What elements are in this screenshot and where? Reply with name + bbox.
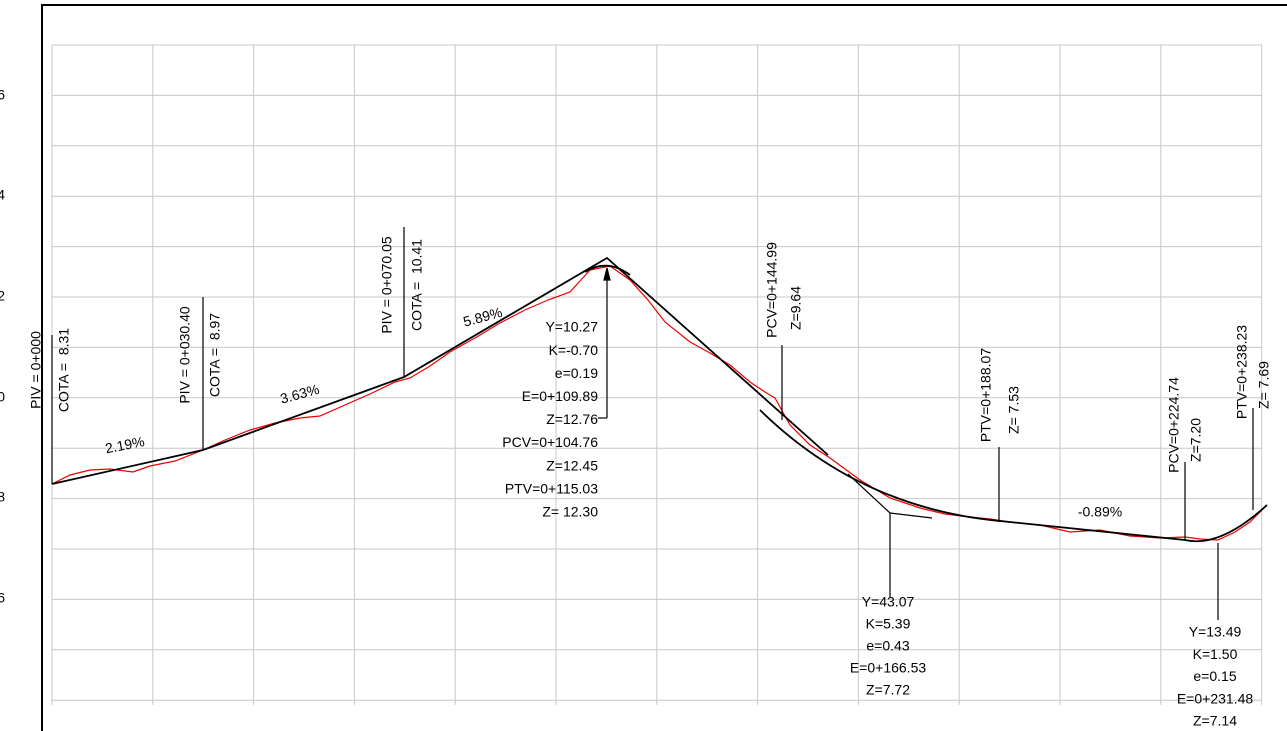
- axis-label: 4: [0, 187, 5, 203]
- axis-label: 6: [0, 87, 5, 103]
- crest-curve: [584, 264, 631, 276]
- curve-label: e=0.15: [1193, 668, 1236, 684]
- ground-line: [51, 265, 1268, 541]
- curve-label: Z=12.76: [546, 411, 598, 427]
- point-label: Z= 7.69: [1256, 361, 1272, 409]
- grid: [51, 44, 1263, 705]
- curve-label: Y=10.27: [545, 319, 598, 335]
- axis-label: 6: [0, 590, 5, 606]
- slope-label: -0.89%: [1078, 504, 1122, 520]
- point-label: PCV=0+224.74: [1166, 377, 1182, 473]
- point-label: PTV=0+188.07: [978, 348, 994, 442]
- slope-label: 5.89%: [461, 304, 503, 330]
- point-label: Z=7.20: [1188, 418, 1204, 462]
- axis-label: 2: [0, 288, 5, 304]
- curve-label: E=0+231.48: [1177, 690, 1254, 706]
- point-label: PTV=0+238.23: [1234, 325, 1250, 419]
- point-label: Z= 7.53: [1006, 386, 1022, 434]
- curve-label: E=0+109.89: [522, 388, 599, 404]
- piv-label: PIV = 0+070.05: [379, 236, 395, 334]
- axis-label: 0: [0, 389, 5, 405]
- curve-label: PTV=0+115.03: [505, 480, 598, 496]
- curve-label: E=0+166.53: [850, 660, 927, 676]
- curve-label: Z=7.14: [1193, 713, 1237, 729]
- curve-label: Z=12.45: [546, 457, 598, 473]
- curve-label: K=-0.70: [549, 342, 599, 358]
- slope-label: 2.19%: [104, 433, 146, 456]
- curve-label: K=1.50: [1193, 646, 1238, 662]
- point-label: Z=9.64: [788, 286, 804, 330]
- point-label: PCV=0+144.99: [764, 242, 780, 338]
- curve-label: Y=13.49: [1189, 624, 1242, 640]
- labels: 6 4 2 0 8 6 PIV = 0+000 COTA = 8.31 PIV = 0+030.…: [0, 87, 1272, 729]
- frame: [41, 4, 1287, 731]
- piv-label: PIV = 0+000: [28, 331, 44, 409]
- callouts: [51, 227, 1254, 620]
- sag-curve: [759, 409, 1268, 543]
- curve-label: Z= 12.30: [542, 504, 598, 520]
- curve-label: e=0.19: [555, 365, 598, 381]
- tangent-line: [51, 256, 829, 485]
- piv-label: COTA = 10.41: [409, 239, 425, 331]
- curve-label: PCV=0+104.76: [502, 434, 598, 450]
- curve-label: e=0.43: [866, 638, 909, 654]
- curve-label: Z=7.72: [866, 682, 910, 698]
- curve-label: Y=43.07: [862, 594, 915, 610]
- piv-label: PIV = 0+030.40: [177, 306, 193, 404]
- axis-label: 8: [0, 489, 5, 505]
- curve-label: K=5.39: [866, 616, 911, 632]
- piv-label: COTA = 8.31: [56, 328, 72, 412]
- slope-label: 3.63%: [278, 381, 320, 407]
- piv-label: COTA = 8.97: [207, 313, 223, 397]
